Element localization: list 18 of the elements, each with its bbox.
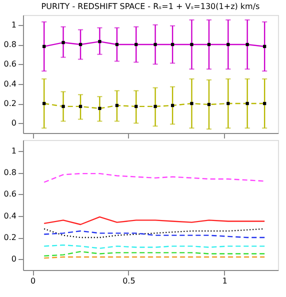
- line-series: [43, 172, 266, 183]
- y-tick-label: 0: [11, 254, 16, 264]
- y-tick-label: 0.2: [4, 99, 16, 108]
- y-tick-label: 0.2: [4, 233, 16, 242]
- y-tick-label: 0.6: [4, 60, 16, 69]
- y-tick-label: 0.4: [4, 211, 16, 220]
- y-tick-label: 0: [11, 118, 16, 128]
- x-tick-label: 1: [222, 276, 228, 286]
- line-series: [43, 216, 266, 226]
- y-tick-label: 0.4: [4, 79, 16, 88]
- chart-title: PURITY - REDSHIFT SPACE - Rₛ=1 + Vₛ=130(1+z) km/s: [41, 2, 260, 11]
- y-tick-label: 0.6: [4, 190, 16, 199]
- x-tick-label: 0.5: [122, 276, 136, 286]
- y-tick-label: 0.8: [4, 40, 16, 49]
- y-tick-label: 0.8: [4, 168, 16, 177]
- x-tick-label: 0: [30, 276, 36, 286]
- y-tick-label: 1: [11, 20, 16, 30]
- y-tick-label: 1: [11, 146, 16, 156]
